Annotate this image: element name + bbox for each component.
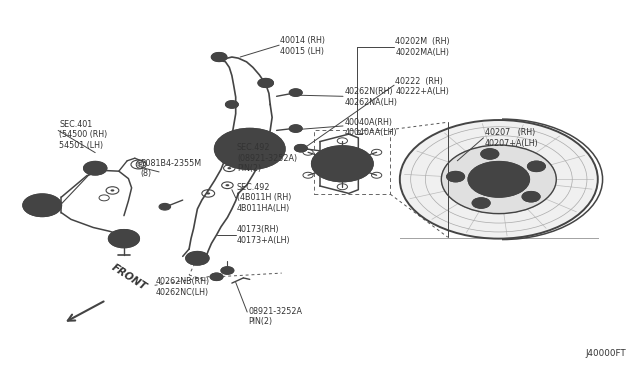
- Circle shape: [225, 184, 229, 186]
- Circle shape: [211, 52, 227, 61]
- Circle shape: [289, 125, 302, 132]
- Circle shape: [484, 171, 513, 187]
- Circle shape: [447, 171, 465, 182]
- Text: 40207   (RH)
40207+A(LH): 40207 (RH) 40207+A(LH): [484, 128, 538, 148]
- Text: 40222  (RH)
40222+A(LH): 40222 (RH) 40222+A(LH): [396, 77, 449, 96]
- Text: SEC.492
(4B011H (RH)
4B011HA(LH): SEC.492 (4B011H (RH) 4B011HA(LH): [237, 183, 291, 213]
- Text: 08921-3252A
PIN(2): 08921-3252A PIN(2): [248, 307, 303, 326]
- Text: B: B: [136, 162, 141, 167]
- Circle shape: [23, 194, 61, 217]
- Ellipse shape: [400, 120, 598, 238]
- Text: B: B: [138, 161, 143, 167]
- Circle shape: [84, 161, 107, 175]
- Circle shape: [111, 189, 115, 192]
- Circle shape: [527, 161, 545, 171]
- Text: J40000FT: J40000FT: [586, 349, 627, 358]
- Circle shape: [206, 192, 210, 195]
- Circle shape: [522, 192, 540, 202]
- Circle shape: [263, 81, 268, 84]
- Text: B081B4-2355M
(8): B081B4-2355M (8): [140, 158, 201, 178]
- Circle shape: [246, 147, 253, 151]
- Circle shape: [109, 230, 140, 247]
- Text: 40262NB(RH)
40262NC(LH): 40262NB(RH) 40262NC(LH): [156, 277, 210, 296]
- Circle shape: [472, 198, 490, 208]
- Circle shape: [481, 149, 499, 159]
- Circle shape: [289, 89, 302, 96]
- Text: 40014 (RH)
40015 (LH): 40014 (RH) 40015 (LH): [280, 36, 325, 55]
- Circle shape: [210, 273, 223, 280]
- Text: FRONT: FRONT: [109, 263, 148, 293]
- Text: SEC.492
(08921-3252A)
PIN(2): SEC.492 (08921-3252A) PIN(2): [237, 143, 297, 173]
- Circle shape: [186, 251, 209, 265]
- Circle shape: [294, 144, 307, 152]
- Text: 40173(RH)
40173+A(LH): 40173(RH) 40173+A(LH): [237, 225, 291, 245]
- Circle shape: [214, 129, 285, 169]
- Circle shape: [159, 203, 171, 210]
- Ellipse shape: [442, 145, 556, 214]
- Circle shape: [468, 161, 529, 197]
- Text: 40202M  (RH)
40202MA(LH): 40202M (RH) 40202MA(LH): [396, 37, 450, 57]
- Text: 40040A(RH)
40040AA(LH): 40040A(RH) 40040AA(LH): [344, 118, 397, 137]
- Circle shape: [216, 55, 221, 58]
- Text: SEC.401
(54500 (RH)
54501 (LH): SEC.401 (54500 (RH) 54501 (LH): [60, 120, 108, 150]
- Text: 40262N(RH)
40262NA(LH): 40262N(RH) 40262NA(LH): [344, 87, 397, 107]
- Circle shape: [227, 167, 231, 169]
- Circle shape: [221, 267, 234, 274]
- Circle shape: [225, 101, 238, 108]
- Circle shape: [312, 146, 373, 182]
- Circle shape: [258, 78, 273, 87]
